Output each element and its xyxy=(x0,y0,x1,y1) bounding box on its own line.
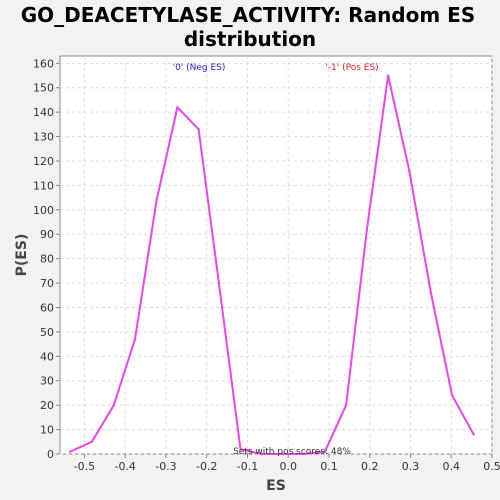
y-tick-label-4: 40 xyxy=(40,350,54,363)
x-tick-label-8: 0.3 xyxy=(402,460,420,473)
y-tick-label-1: 10 xyxy=(40,424,54,437)
x-tick-label-7: 0.2 xyxy=(361,460,379,473)
data-point-12 xyxy=(323,450,327,453)
data-point-8 xyxy=(239,447,242,451)
chart-title-line-1: GO_DEACETYLASE_ACTIVITY: Random ES xyxy=(21,3,475,27)
y-tick-label-14: 140 xyxy=(33,106,54,119)
x-axis-label: ES xyxy=(266,478,286,494)
data-point-9 xyxy=(260,452,263,456)
x-tick-label-5: 0.0 xyxy=(279,460,297,473)
y-tick-label-5: 50 xyxy=(40,326,54,339)
y-tick-label-2: 20 xyxy=(40,399,54,412)
data-point-7 xyxy=(217,281,221,285)
pos-scores-footer: Sets with pos scores: 48% xyxy=(233,447,351,457)
data-point-3 xyxy=(133,338,137,341)
y-tick-label-6: 60 xyxy=(40,301,54,314)
data-point-5 xyxy=(176,106,179,109)
data-point-1 xyxy=(90,440,93,443)
y-axis-label: P(ES) xyxy=(14,234,30,277)
data-point-0 xyxy=(68,450,72,453)
data-point-4 xyxy=(155,198,158,202)
data-point-14 xyxy=(365,228,369,231)
data-point-11 xyxy=(302,452,305,456)
series-line-0 xyxy=(69,74,475,455)
y-tick-label-7: 70 xyxy=(40,277,54,290)
x-tick-label-4: -0.1 xyxy=(237,460,258,473)
y-tick-label-11: 110 xyxy=(33,179,54,192)
y-tick-label-10: 100 xyxy=(33,204,54,217)
data-point-16 xyxy=(408,169,411,172)
y-tick-label-16: 160 xyxy=(33,57,54,70)
data-point-15 xyxy=(386,74,390,77)
data-point-2 xyxy=(112,403,115,407)
plot-area xyxy=(59,55,493,455)
y-tick-label-15: 150 xyxy=(33,82,54,95)
y-tick-label-9: 90 xyxy=(40,228,54,241)
data-point-6 xyxy=(197,128,200,131)
chart-title-line-2: distribution xyxy=(184,27,316,51)
grid xyxy=(60,56,493,455)
y-tick-label-12: 120 xyxy=(33,155,54,168)
pos-es-annotation: '-1' (Pos ES) xyxy=(325,63,378,73)
y-tick-label-8: 80 xyxy=(40,253,54,266)
series-layer xyxy=(68,74,475,456)
data-point-17 xyxy=(429,291,433,295)
x-tick-label-0: -0.5 xyxy=(74,460,95,473)
x-tick-label-6: 0.1 xyxy=(320,460,338,473)
data-point-18 xyxy=(450,394,454,397)
y-tick-label-3: 30 xyxy=(40,375,54,388)
y-tick-label-0: 0 xyxy=(47,448,54,461)
x-tick-label-3: -0.2 xyxy=(196,460,217,473)
data-point-19 xyxy=(472,433,475,436)
y-tick-label-13: 130 xyxy=(33,131,54,144)
neg-es-annotation: '0' (Neg ES) xyxy=(173,63,226,73)
x-tick-label-2: -0.3 xyxy=(155,460,176,473)
x-tick-label-9: 0.4 xyxy=(442,460,460,473)
data-point-10 xyxy=(282,452,285,456)
x-tick-label-10: 0.5 xyxy=(483,460,500,473)
data-point-13 xyxy=(344,403,348,407)
axis-ticks: -0.5 -0.4 -0.3 -0.2 -0.1 0.0 0.1 0.2 0.3 0.4 0.5 0 1… xyxy=(33,57,500,473)
x-tick-label-1: -0.4 xyxy=(114,460,135,473)
